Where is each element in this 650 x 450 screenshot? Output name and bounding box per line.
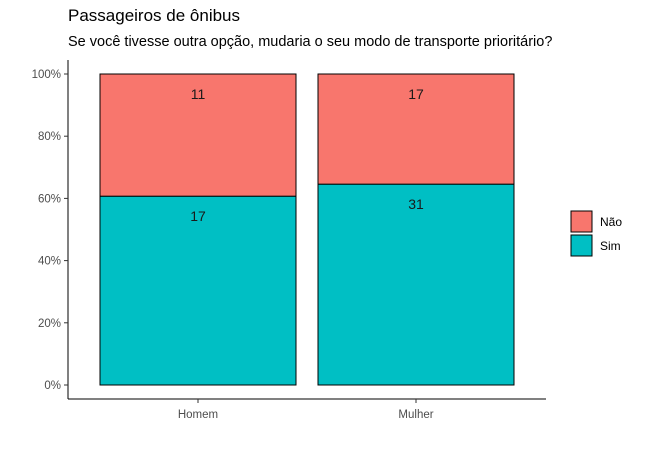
y-axis: 0% 20% 40% 60% 80% 100% [32,60,69,399]
y-tick-label: 20% [38,318,61,330]
data-label: 31 [408,196,424,212]
legend-swatch-não [570,210,593,233]
chart-title: Passageiros de ônibus [68,6,241,25]
data-label: 17 [190,208,206,224]
y-tick-label: 100% [32,69,61,81]
y-tick-label: 0% [44,380,61,392]
legend: Não Sim [570,210,622,257]
y-tick-label: 40% [38,256,61,268]
x-tick-label: Mulher [398,409,433,421]
legend-label: Não [600,215,622,229]
bar-sim-mulher [317,183,515,386]
chart-subtitle: Se você tivesse outra opção, mudaria o s… [68,34,553,50]
x-tick-label: Homem [178,409,218,421]
bar-não-homem [99,73,297,197]
legend-label: Sim [600,239,621,253]
y-tick-label: 80% [38,131,61,143]
y-tick-label: 60% [38,193,61,205]
x-axis: Homem Mulher [68,398,546,421]
bar-não-mulher [317,73,515,185]
bar-sim-homem [99,195,297,386]
data-label: 17 [408,86,424,102]
data-label: 11 [191,86,206,102]
legend-swatch-sim [570,234,593,257]
bars-group: 17 11 31 17 [99,73,515,386]
